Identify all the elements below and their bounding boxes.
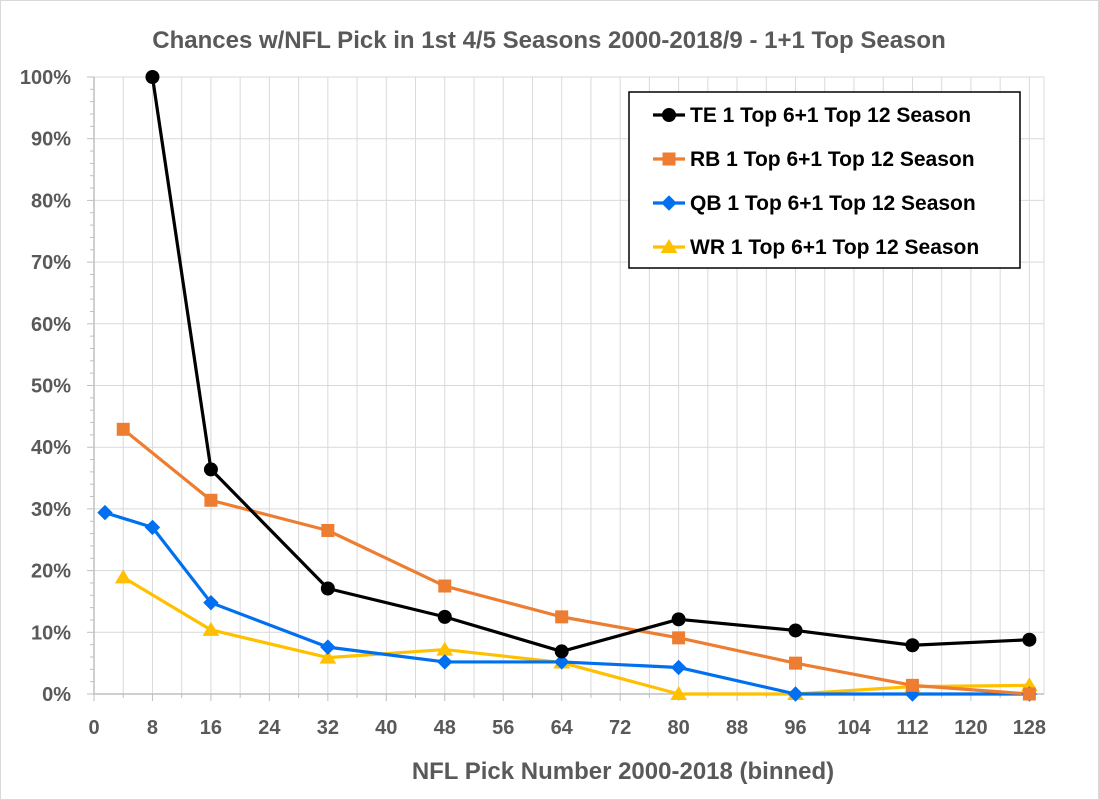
data-point-rb [204, 493, 218, 507]
x-tick-label: 104 [837, 717, 871, 739]
y-tick-label: 20% [31, 561, 71, 583]
data-point-rb [1022, 687, 1036, 701]
series-line-rb [122, 428, 1030, 696]
data-point-te [320, 581, 335, 596]
legend-label-wr: WR 1 Top 6+1 Top 12 Season [690, 236, 979, 259]
data-point-rb [905, 678, 919, 692]
data-point-rb [321, 523, 335, 537]
data-point-wr [670, 686, 687, 700]
x-tick-label: 48 [434, 717, 456, 739]
data-point-rb [555, 610, 569, 624]
data-point-qb [203, 594, 219, 611]
data-point-qb [97, 504, 113, 521]
data-point-te [905, 638, 920, 653]
data-point-wr [319, 649, 337, 664]
data-point-rb [116, 422, 130, 436]
series-line-wr [122, 576, 1030, 696]
y-tick-label: 50% [31, 376, 71, 398]
x-axis-title: NFL Pick Number 2000-2018 (binned) [412, 758, 834, 785]
y-tick-label: 70% [31, 252, 71, 274]
data-point-te [554, 644, 569, 659]
y-tick-label: 10% [31, 622, 71, 644]
legend-box [628, 91, 1021, 269]
data-point-te [437, 609, 452, 624]
chart-title: Chances w/NFL Pick in 1st 4/5 Seasons 20… [152, 27, 945, 54]
x-tick-label: 56 [492, 717, 514, 739]
x-tick-label: 32 [317, 717, 339, 739]
y-tick-label: 80% [31, 190, 71, 212]
legend-marker-te [662, 108, 676, 122]
data-point-te [1022, 632, 1037, 647]
x-tick-label: 64 [551, 717, 574, 739]
x-tick-label: 0 [88, 717, 99, 739]
data-point-rb [672, 631, 686, 645]
x-tick-label: 16 [200, 717, 222, 739]
data-point-qb [553, 654, 570, 670]
legend-label-rb: RB 1 Top 6+1 Top 12 Season [690, 148, 975, 171]
x-tick-label: 112 [896, 717, 928, 739]
y-tick-label: 90% [31, 129, 71, 151]
x-tick-label: 96 [784, 717, 806, 739]
x-tick-label: 8 [147, 717, 158, 739]
data-point-wr [114, 569, 132, 584]
y-tick-label: 30% [31, 499, 71, 521]
y-tick-label: 100% [20, 67, 71, 89]
x-tick-label: 24 [258, 717, 281, 739]
data-point-qb [320, 639, 336, 655]
data-point-te [203, 462, 218, 477]
legend-label-qb: QB 1 Top 6+1 Top 12 Season [690, 192, 976, 215]
data-point-qb [670, 659, 687, 676]
x-tick-label: 120 [954, 717, 987, 739]
x-tick-label: 88 [726, 717, 748, 739]
x-tick-label: 72 [609, 717, 631, 739]
legend-marker-qb [661, 195, 677, 211]
data-point-rb [789, 656, 803, 670]
data-point-te [671, 612, 686, 627]
data-point-qb [437, 654, 453, 670]
legend-marker-rb [662, 152, 676, 166]
x-tick-label: 40 [375, 717, 397, 739]
data-point-te [145, 70, 160, 84]
legend-label-te: TE 1 Top 6+1 Top 12 Season [690, 104, 971, 127]
data-point-wr [202, 621, 220, 636]
y-tick-label: 60% [31, 314, 71, 336]
data-point-te [788, 623, 803, 638]
x-tick-label: 80 [667, 717, 689, 739]
legend-marker-wr [660, 239, 678, 253]
series-line-qb [104, 511, 1030, 696]
data-point-rb [438, 579, 452, 593]
data-point-qb [787, 686, 804, 702]
data-point-qb [144, 519, 161, 536]
y-tick-label: 40% [31, 437, 71, 459]
y-tick-label: 0% [42, 684, 71, 706]
x-tick-label: 128 [1013, 717, 1046, 739]
